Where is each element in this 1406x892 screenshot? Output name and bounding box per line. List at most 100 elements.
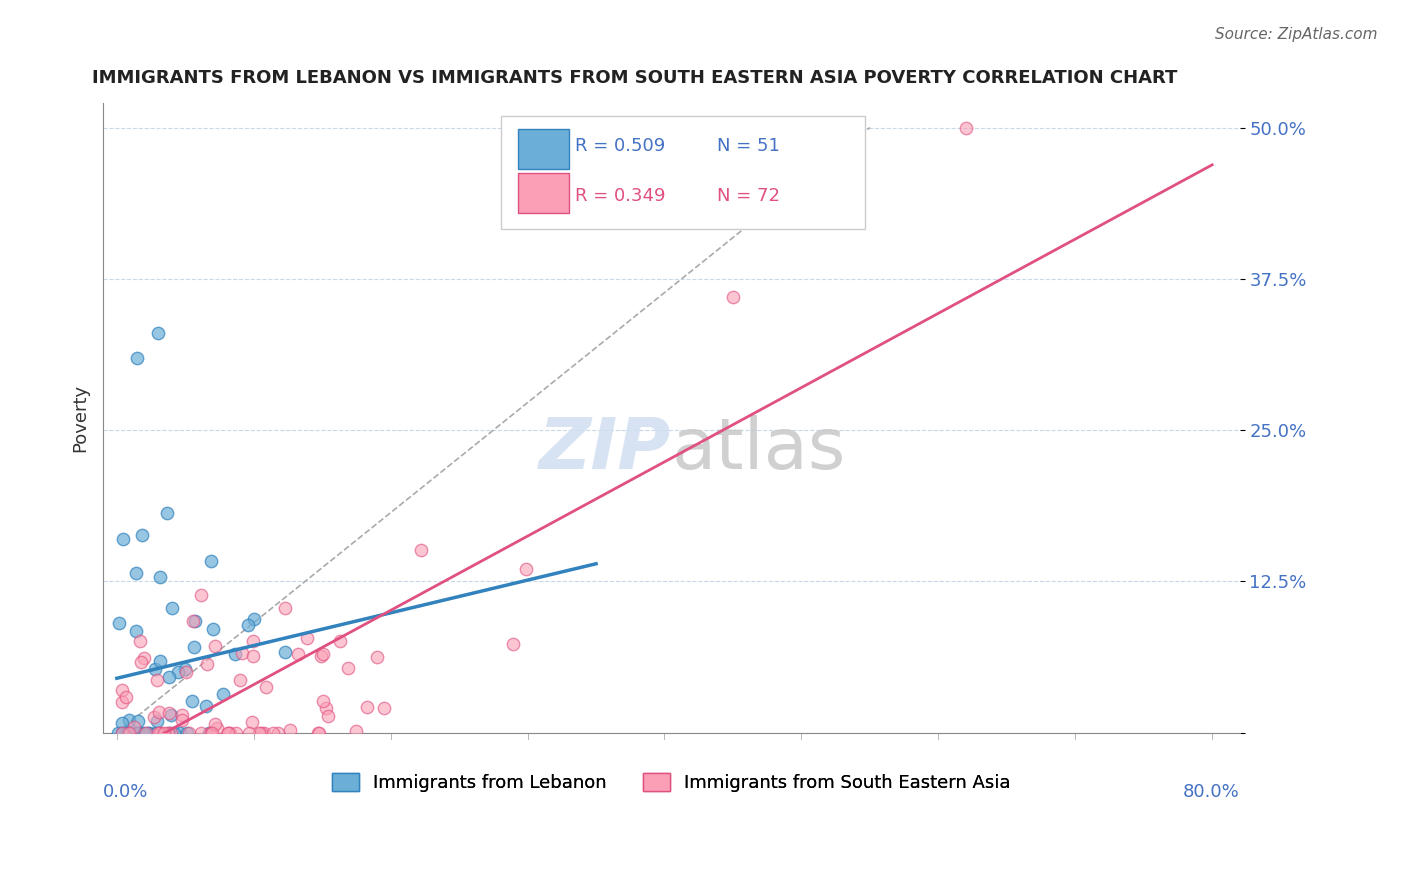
Point	[212, 687, 235, 701]
Point	[250, 725, 273, 739]
Point	[287, 647, 309, 661]
Point	[262, 725, 284, 739]
Point	[107, 725, 129, 739]
Point	[143, 662, 166, 676]
Text: R = 0.349: R = 0.349	[575, 187, 665, 205]
Point	[156, 725, 179, 739]
Point	[205, 721, 228, 735]
Point	[120, 725, 142, 739]
Point	[184, 614, 207, 628]
Point	[198, 725, 221, 739]
Point	[337, 661, 360, 675]
Text: ZIP: ZIP	[538, 415, 671, 484]
Point	[308, 725, 330, 739]
Point	[112, 532, 135, 546]
Y-axis label: Poverty: Poverty	[72, 384, 89, 452]
Point	[163, 725, 186, 739]
Point	[145, 725, 167, 739]
Point	[190, 589, 212, 603]
Point	[174, 665, 197, 680]
Point	[131, 527, 153, 541]
Point	[118, 713, 141, 727]
Text: atlas: atlas	[671, 415, 846, 484]
Point	[138, 725, 160, 739]
Point	[149, 654, 172, 668]
Point	[111, 695, 134, 709]
Point	[159, 670, 181, 684]
Point	[125, 725, 148, 739]
Point	[129, 725, 152, 739]
Point	[316, 708, 339, 723]
Point	[307, 725, 329, 739]
Text: Source: ZipAtlas.com: Source: ZipAtlas.com	[1215, 27, 1378, 42]
Point	[202, 622, 225, 636]
Point	[197, 725, 219, 739]
Text: N = 51: N = 51	[717, 137, 780, 155]
FancyBboxPatch shape	[501, 116, 865, 229]
Point	[114, 725, 136, 739]
Point	[515, 562, 537, 576]
Point	[315, 701, 337, 715]
Point	[721, 290, 744, 304]
Point	[174, 662, 197, 676]
Point	[274, 645, 297, 659]
Point	[297, 631, 319, 645]
Point	[157, 706, 180, 720]
Point	[312, 694, 335, 708]
Text: 0.0%: 0.0%	[103, 783, 149, 801]
Point	[156, 506, 179, 520]
Text: R = 0.509: R = 0.509	[575, 137, 665, 155]
Point	[247, 725, 270, 739]
Point	[242, 634, 264, 648]
Point	[242, 649, 264, 664]
Point	[148, 705, 170, 719]
Point	[129, 655, 152, 669]
Point	[200, 554, 222, 568]
Point	[129, 634, 152, 648]
Point	[122, 720, 145, 734]
Point	[111, 682, 134, 697]
Point	[115, 690, 138, 705]
Point	[240, 714, 263, 729]
Legend: Immigrants from Lebanon, Immigrants from South Eastern Asia: Immigrants from Lebanon, Immigrants from…	[325, 765, 1018, 799]
Text: IMMIGRANTS FROM LEBANON VS IMMIGRANTS FROM SOUTH EASTERN ASIA POVERTY CORRELATIO: IMMIGRANTS FROM LEBANON VS IMMIGRANTS FR…	[91, 69, 1177, 87]
Point	[274, 601, 297, 615]
Point	[167, 665, 190, 679]
Point	[176, 725, 198, 739]
Point	[309, 648, 332, 663]
Point	[146, 725, 169, 739]
Point	[169, 725, 191, 739]
Point	[409, 542, 432, 557]
Point	[236, 618, 259, 632]
FancyBboxPatch shape	[517, 172, 569, 213]
Text: 80.0%: 80.0%	[1182, 783, 1240, 801]
Point	[115, 725, 138, 739]
Point	[146, 326, 169, 341]
Point	[149, 569, 172, 583]
Point	[312, 647, 335, 661]
Point	[160, 600, 183, 615]
Point	[217, 725, 239, 739]
Point	[267, 725, 290, 739]
Point	[127, 714, 149, 728]
Point	[172, 713, 194, 727]
Point	[159, 708, 181, 723]
Point	[149, 725, 172, 739]
Point	[118, 725, 141, 739]
Point	[200, 725, 222, 739]
Point	[373, 701, 395, 715]
Point	[132, 651, 155, 665]
Point	[224, 647, 246, 661]
Point	[366, 649, 388, 664]
Point	[253, 725, 276, 739]
Point	[177, 725, 200, 739]
Point	[146, 714, 169, 728]
Point	[149, 725, 172, 739]
Point	[217, 725, 239, 739]
Point	[108, 615, 131, 630]
Point	[280, 723, 302, 737]
Point	[111, 725, 134, 739]
Point	[136, 725, 159, 739]
Point	[225, 725, 247, 739]
Point	[127, 725, 149, 739]
